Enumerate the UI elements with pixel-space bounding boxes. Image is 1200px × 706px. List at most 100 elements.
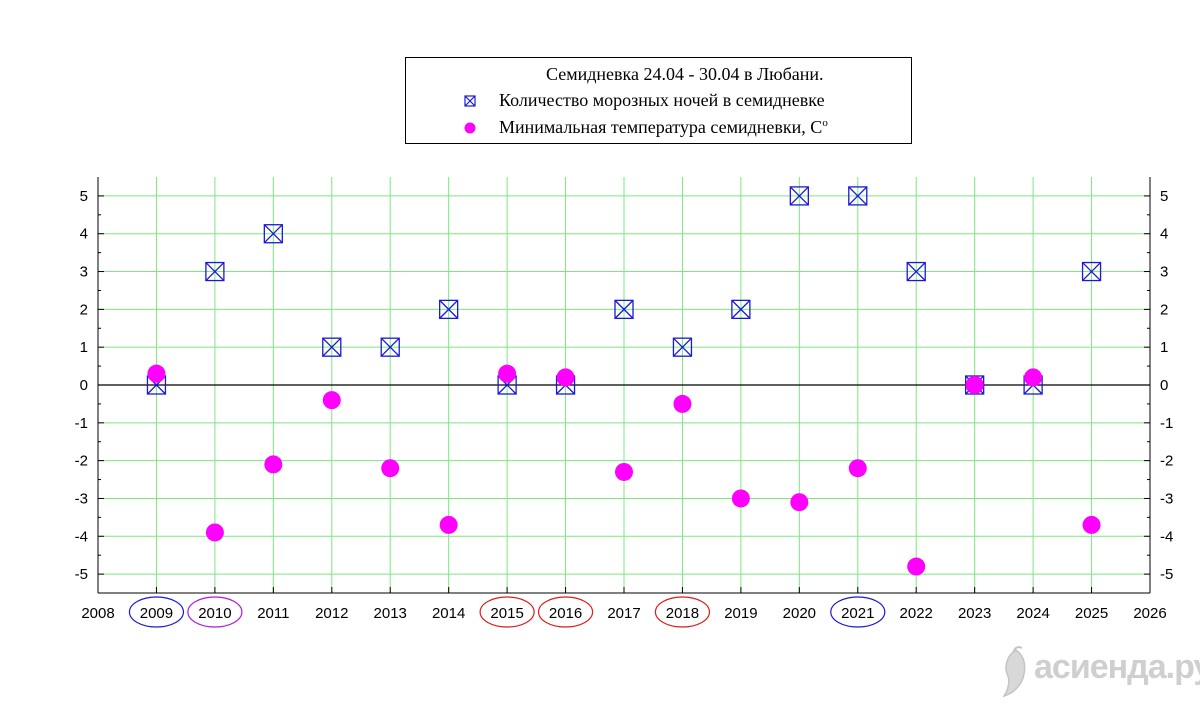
year-ring-2021 [830, 596, 886, 628]
frost-marker-x2 [322, 337, 342, 357]
frost-marker-box [205, 261, 225, 282]
x-tick-label: 2022 [900, 605, 933, 622]
y-tick-label-right: -5 [1160, 566, 1173, 583]
legend-label-temp-unit: о [822, 117, 828, 129]
x-tick-label: 2021 [841, 605, 874, 622]
watermark-text: асиенда.ру [1034, 648, 1200, 686]
temp-point [381, 459, 400, 478]
temp-point [1024, 368, 1043, 387]
frost-marker-box [848, 186, 868, 206]
pepper-logo-icon [1002, 646, 1026, 698]
x-tick-label: 2019 [724, 605, 757, 622]
frost-marker-x2 [731, 299, 751, 319]
temp-point [498, 364, 517, 383]
frost-marker-x2 [1082, 262, 1102, 282]
y-tick-label-right: 3 [1160, 264, 1168, 281]
y-tick-label-left: 2 [80, 301, 88, 318]
temp-point [731, 489, 750, 508]
frost-point [672, 337, 693, 357]
y-tick-label-left: 0 [80, 377, 88, 394]
temp-point [205, 523, 224, 542]
y-tick-label-left: 3 [80, 264, 88, 281]
temp-point [147, 364, 166, 383]
frost-marker-box [322, 337, 342, 357]
frost-marker-x2 [614, 299, 634, 319]
temp-point [1082, 515, 1101, 534]
temp-point [965, 376, 984, 394]
legend-label-temp-text: Минимальная температура семидневки, С [499, 117, 823, 137]
x-tick-label: 2010 [198, 605, 231, 622]
temp-point [907, 557, 926, 576]
year-ring-2016 [537, 596, 594, 628]
frost-point [848, 186, 868, 206]
y-tick-label-left: -5 [75, 566, 88, 583]
x-tick-label: 2020 [783, 605, 816, 622]
y-tick-label-left: -1 [75, 415, 88, 432]
frost-marker-x2 [672, 337, 692, 357]
year-ring-2010 [187, 596, 243, 628]
x-tick-label: 2008 [81, 605, 114, 622]
y-tick-label-right: 0 [1160, 377, 1168, 394]
frost-marker-box [906, 261, 926, 282]
frost-marker-x2 [789, 186, 809, 206]
frost-point [380, 337, 400, 357]
y-tick-label-right: 2 [1160, 301, 1168, 318]
tick-labels: -5 -5 -4 -4 -3 -3 -2 -2 -1 -1 0 0 1 1 2 2 3 3 4 4 5 5 2008 2009… [75, 188, 1174, 622]
x-tick-label: 2026 [1133, 605, 1166, 622]
year-ring-2009 [128, 596, 185, 628]
legend: Семидневка 24.04 - 30.04 в Любани. Колич… [405, 57, 912, 144]
x-tick-label: 2009 [140, 605, 173, 622]
y-tick-label-left: -2 [75, 453, 88, 470]
year-ring-2015 [479, 596, 535, 628]
y-tick-label-left: 4 [80, 226, 88, 243]
x-tick-label: 2016 [549, 605, 582, 622]
dot-marker-icon [464, 122, 476, 134]
x-tick-label: 2024 [1016, 605, 1049, 622]
legend-label-temp: Минимальная температура семидневки, Со [499, 117, 828, 138]
y-tick-label-right: 5 [1160, 188, 1168, 205]
frost-point [263, 224, 283, 244]
y-tick-label-right: 1 [1160, 339, 1168, 356]
x-tick-label: 2017 [607, 605, 640, 622]
frost-marker-box [263, 224, 283, 244]
watermark: асиенда.ру [998, 644, 1200, 704]
year-ring-2018 [654, 596, 711, 628]
x-tick-label: 2012 [315, 605, 348, 622]
y-tick-label-right: -2 [1160, 453, 1173, 470]
y-tick-label-left: 1 [80, 339, 88, 356]
min-temperature-series [147, 364, 1101, 576]
temp-point [673, 394, 692, 413]
frost-marker-box [380, 337, 400, 357]
frost-marker-box [672, 337, 693, 357]
temp-point [439, 515, 458, 534]
frost-point [789, 186, 809, 206]
year-highlight-rings [128, 596, 886, 628]
frost-marker-x2 [906, 262, 926, 282]
y-tick-label-left: -3 [75, 490, 88, 507]
frost-marker-x2 [439, 299, 459, 319]
y-tick-label-right: -4 [1160, 528, 1173, 545]
frost-point [322, 337, 342, 357]
y-tick-label-left: -4 [75, 528, 88, 545]
frost-marker-x2 [848, 186, 868, 206]
x-tick-label: 2015 [490, 605, 523, 622]
frost-marker-box [614, 299, 634, 320]
legend-item-temp: Минимальная температура семидневки, Со [406, 116, 911, 142]
frost-marker-x2 [205, 262, 225, 282]
legend-item-frost: Количество морозных ночей в семидневке [406, 89, 911, 115]
y-tick-label-right: -3 [1160, 490, 1173, 507]
frost-point [906, 261, 926, 282]
frost-marker-x2 [263, 224, 283, 244]
y-tick-label-left: 5 [80, 188, 88, 205]
legend-label-frost: Количество морозных ночей в семидневке [499, 90, 825, 110]
temp-point [848, 459, 867, 478]
frost-marker-x2 [380, 337, 400, 357]
frost-point [205, 261, 225, 282]
x-tick-label: 2011 [257, 605, 289, 622]
x-tick-label: 2014 [432, 605, 465, 622]
x-tick-label: 2018 [666, 605, 699, 622]
frost-marker-box [789, 186, 809, 206]
x-tick-label: 2025 [1075, 605, 1108, 622]
frost-marker-box [1081, 261, 1102, 282]
